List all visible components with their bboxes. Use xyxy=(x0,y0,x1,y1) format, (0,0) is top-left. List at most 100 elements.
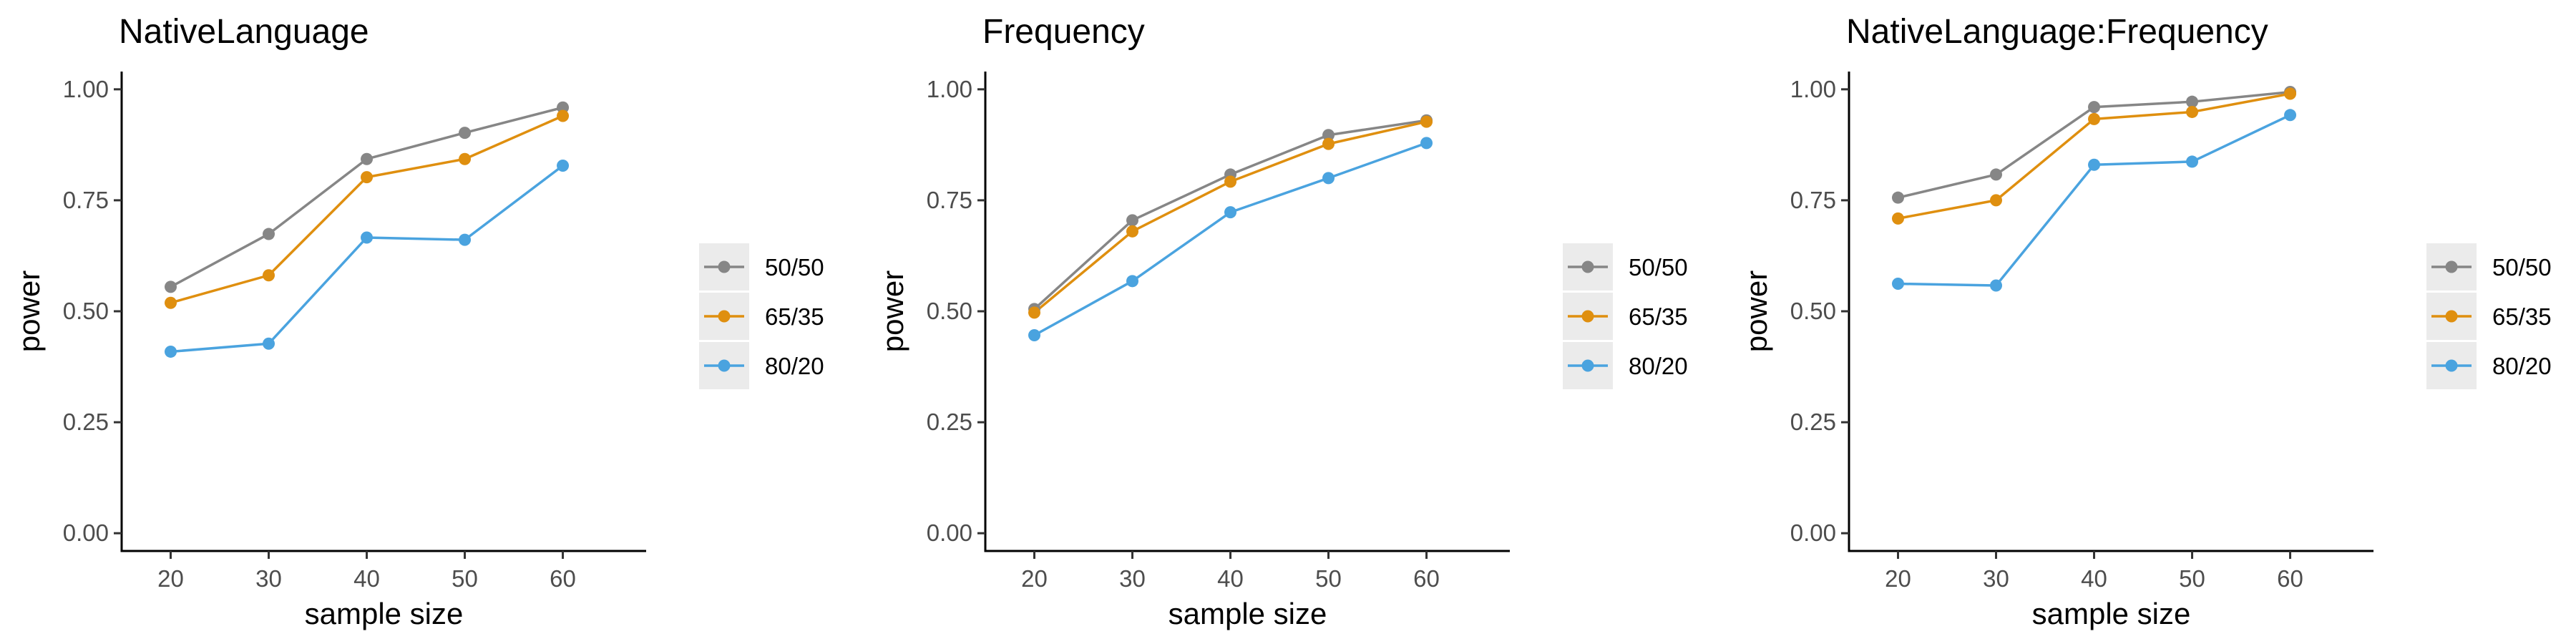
x-tick-label: 50 xyxy=(452,565,478,592)
series-line-80-20 xyxy=(170,165,564,353)
chart-panel-3: NativeLanguage:Frequency 0.00 0.25 0.50 0.75… xyxy=(1740,13,2552,630)
data-point-65-35 xyxy=(1028,306,1041,319)
legend-key-point xyxy=(2445,310,2458,323)
x-tick-label: 60 xyxy=(1413,565,1440,592)
data-point-65-35 xyxy=(361,171,374,184)
legend-label: 50/50 xyxy=(1629,254,1688,280)
y-axis-title: power xyxy=(876,270,909,352)
x-tick-label: 40 xyxy=(2081,565,2107,592)
y-tick-label: 0.50 xyxy=(63,298,109,324)
series-line-50-50 xyxy=(170,106,563,288)
data-point-65-35 xyxy=(1892,212,1905,225)
legend: 50/50 65/35 80/20 xyxy=(2426,243,2552,389)
legend-label: 80/20 xyxy=(1629,353,1688,379)
data-point-50-50 xyxy=(1892,191,1905,204)
x-axis-title: sample size xyxy=(1169,597,1327,630)
x-tick-label: 30 xyxy=(1119,565,1146,592)
legend: 50/50 65/35 80/20 xyxy=(699,243,824,389)
legend-label: 65/35 xyxy=(765,303,824,330)
data-point-65-35 xyxy=(557,109,570,122)
x-tick-label: 60 xyxy=(2277,565,2303,592)
y-tick-label: 0.00 xyxy=(1790,519,1836,546)
x-tick-label: 60 xyxy=(550,565,576,592)
data-point-50-50 xyxy=(2186,95,2199,108)
x-tick-label: 50 xyxy=(2179,565,2205,592)
data-point-80-20 xyxy=(1322,172,1335,185)
chart-title: NativeLanguage xyxy=(119,13,369,51)
data-point-65-35 xyxy=(459,152,472,165)
x-tick-label: 30 xyxy=(1983,565,2009,592)
y-axis-title: power xyxy=(1740,270,1773,352)
data-point-50-50 xyxy=(557,101,570,114)
data-point-80-20 xyxy=(1990,279,2003,292)
legend-label: 80/20 xyxy=(765,353,824,379)
data-point-80-20 xyxy=(361,231,374,244)
legend-label: 50/50 xyxy=(2492,254,2552,280)
legend-key-point xyxy=(1581,260,1594,273)
data-point-50-50 xyxy=(459,127,472,140)
data-point-80-20 xyxy=(2088,158,2101,171)
legend-key-point xyxy=(718,260,731,273)
data-point-50-50 xyxy=(1322,129,1335,142)
y-tick-label: 0.75 xyxy=(927,187,972,213)
legend-key-point xyxy=(2445,260,2458,273)
data-point-80-20 xyxy=(1224,206,1237,219)
y-tick-label: 0.50 xyxy=(927,298,972,324)
legend-key-point xyxy=(1581,359,1594,372)
data-point-80-20 xyxy=(263,337,275,350)
series-line-80-20 xyxy=(1898,114,2291,287)
data-point-80-20 xyxy=(557,160,570,172)
y-tick-label: 0.25 xyxy=(63,409,109,435)
data-point-80-20 xyxy=(1420,137,1433,150)
y-tick-label: 0.75 xyxy=(63,187,109,213)
data-point-65-35 xyxy=(1990,194,2003,207)
legend-label: 65/35 xyxy=(1629,303,1688,330)
chart-panel-2: Frequency 0.00 0.25 0.50 0.75 1.00 20 30 40 50 60 s… xyxy=(876,13,1688,630)
chart-title: NativeLanguage:Frequency xyxy=(1846,13,2268,51)
data-point-65-35 xyxy=(2284,87,2297,100)
x-tick-label: 20 xyxy=(1021,565,1048,592)
legend-key-point xyxy=(718,359,731,372)
data-point-65-35 xyxy=(165,296,177,309)
data-point-50-50 xyxy=(1990,168,2003,181)
legend-key-point xyxy=(1581,310,1594,323)
y-tick-label: 0.25 xyxy=(927,409,972,435)
x-tick-label: 50 xyxy=(1315,565,1342,592)
data-point-80-20 xyxy=(165,345,177,358)
chart-title: Frequency xyxy=(982,13,1145,51)
data-point-65-35 xyxy=(1420,115,1433,128)
y-tick-label: 0.75 xyxy=(1790,187,1836,213)
y-tick-label: 1.00 xyxy=(1790,76,1836,102)
chart-panel-1: NativeLanguage 0.00 0.25 0.50 0.75 1.00 20 30 40… xyxy=(12,13,824,630)
data-point-65-35 xyxy=(263,269,275,282)
y-axis-title: power xyxy=(12,270,46,352)
data-point-80-20 xyxy=(1126,275,1139,288)
legend-key-point xyxy=(718,310,731,323)
data-point-65-35 xyxy=(2186,105,2199,118)
data-point-65-35 xyxy=(1126,225,1139,238)
x-axis-title: sample size xyxy=(305,597,464,630)
y-tick-label: 0.00 xyxy=(927,519,972,546)
x-tick-label: 30 xyxy=(255,565,282,592)
x-axis-title: sample size xyxy=(2032,597,2191,630)
x-tick-label: 40 xyxy=(1217,565,1244,592)
y-tick-label: 1.00 xyxy=(927,76,972,102)
data-point-80-20 xyxy=(459,233,472,246)
x-tick-label: 40 xyxy=(353,565,380,592)
data-point-50-50 xyxy=(361,152,374,165)
y-tick-label: 1.00 xyxy=(63,76,109,102)
y-tick-label: 0.50 xyxy=(1790,298,1836,324)
data-point-80-20 xyxy=(1028,329,1041,341)
data-point-80-20 xyxy=(2284,109,2297,122)
data-point-80-20 xyxy=(1892,278,1905,291)
y-tick-label: 0.25 xyxy=(1790,409,1836,435)
legend-label: 50/50 xyxy=(765,254,824,280)
data-point-50-50 xyxy=(1126,214,1139,227)
legend-label: 80/20 xyxy=(2492,353,2552,379)
legend-label: 65/35 xyxy=(2492,303,2552,330)
data-point-65-35 xyxy=(2088,112,2101,125)
data-point-50-50 xyxy=(2088,101,2101,114)
x-tick-label: 20 xyxy=(1885,565,1911,592)
legend-key-point xyxy=(2445,359,2458,372)
